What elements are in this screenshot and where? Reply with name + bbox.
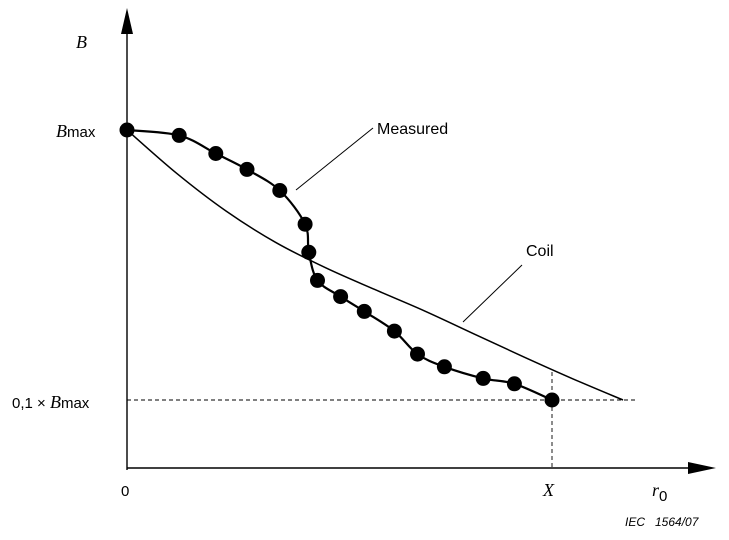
- measured-point-11: [410, 346, 425, 362]
- measured-point-8: [333, 289, 349, 305]
- x-axis-arrow: [688, 462, 716, 474]
- y-tick-label-tenth: 0,1 × Bmax: [12, 392, 90, 412]
- measured-point-13: [475, 370, 491, 386]
- measured-point-10: [386, 323, 402, 339]
- coil-curve: [126, 129, 624, 401]
- measured-point-6: [301, 244, 317, 260]
- measured-point-14: [506, 376, 522, 392]
- measured-markers: [119, 122, 560, 408]
- measured-point-5: [297, 216, 313, 232]
- annotation-coil: Coil: [526, 243, 554, 260]
- measured-point-0: [119, 122, 135, 138]
- y-axis-arrow: [121, 8, 133, 34]
- measured-point-15: [544, 392, 560, 408]
- x-axis-label: r0: [652, 480, 667, 505]
- measured-point-3: [239, 161, 255, 177]
- measured-point-1: [171, 127, 187, 143]
- measured-leader-line: [295, 127, 374, 191]
- y-tick-label-bmax: Bmax: [56, 121, 96, 141]
- figure-credit: IEC 1564/07: [625, 515, 700, 529]
- coil-leader-line: [462, 264, 523, 323]
- measured-curve: [126, 128, 553, 402]
- measured-point-9: [356, 303, 372, 319]
- measured-point-12: [436, 359, 452, 375]
- y-axis-label: B: [76, 32, 87, 52]
- measured-point-2: [208, 146, 224, 161]
- measured-point-7: [310, 272, 325, 288]
- measured-point-4: [272, 183, 288, 198]
- annotation-measured: Measured: [377, 121, 448, 138]
- x-tick-label-x: X: [542, 480, 555, 500]
- x-tick-label-origin: 0: [121, 483, 129, 500]
